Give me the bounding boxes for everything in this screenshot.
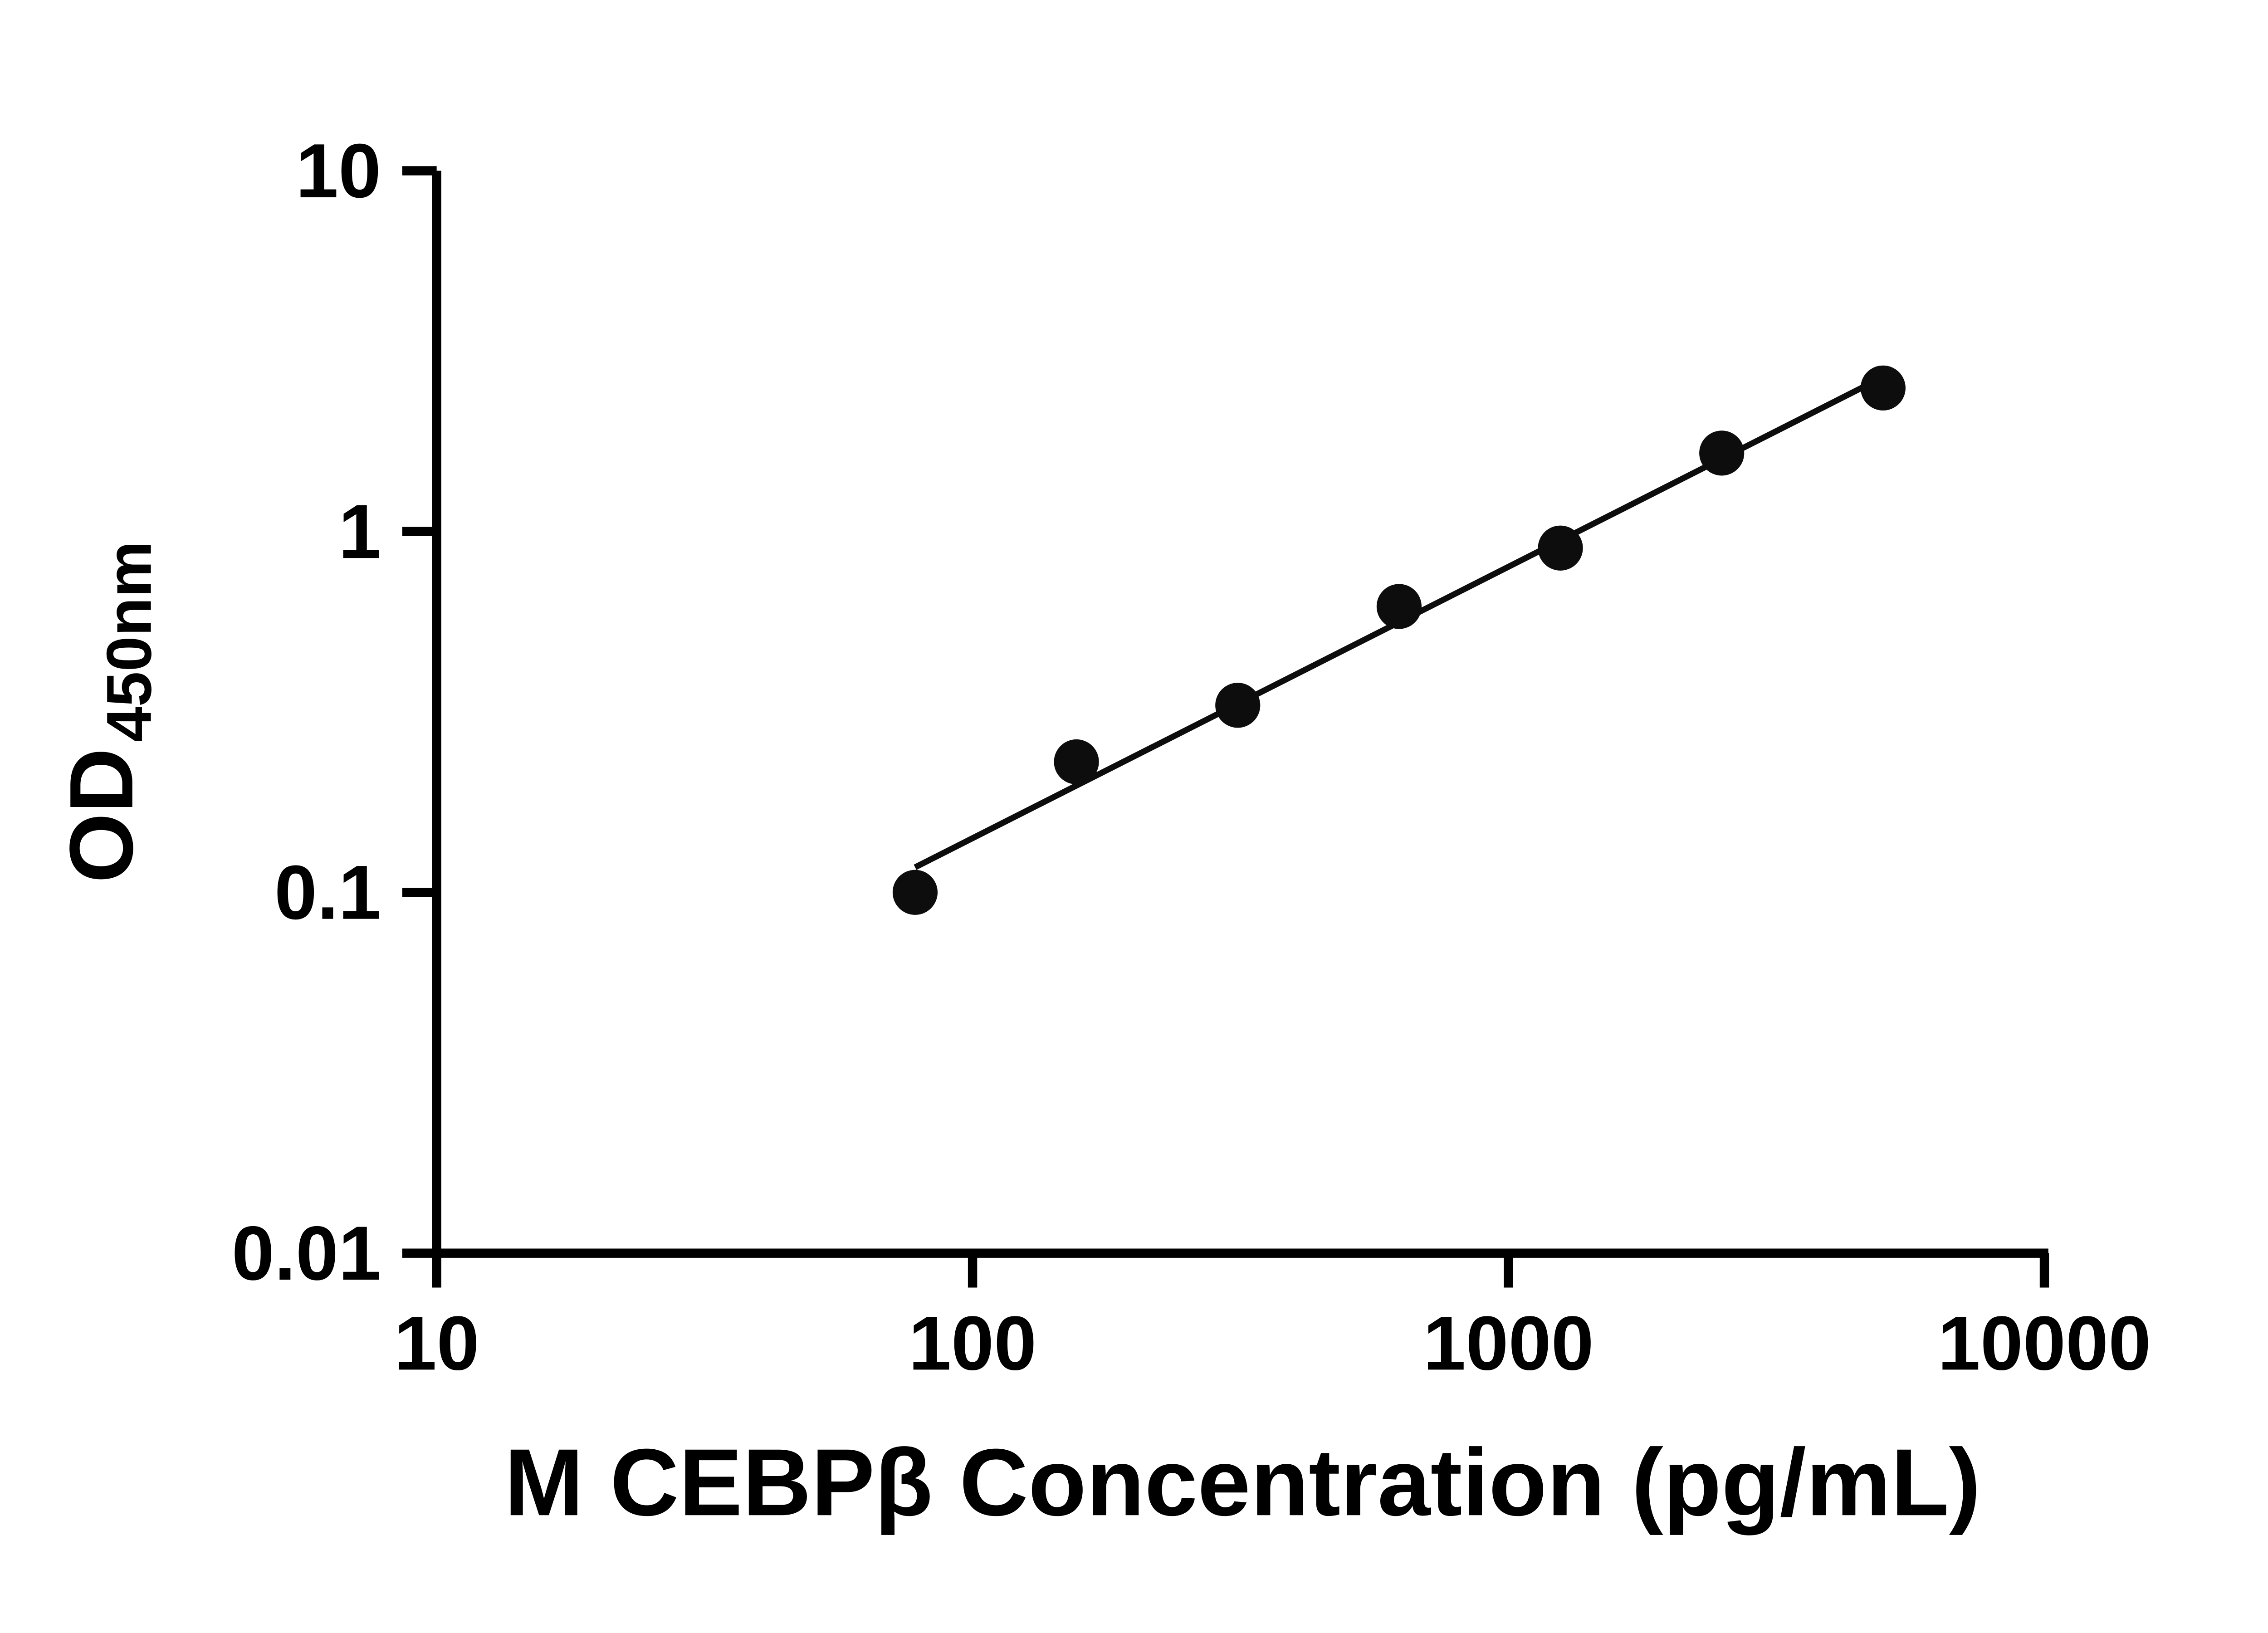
y-tick-label: 0.01 <box>232 1210 381 1296</box>
data-point <box>1699 430 1745 476</box>
x-tick-label: 1000 <box>1423 1300 1593 1386</box>
y-tick-label: 10 <box>296 128 381 214</box>
data-point <box>1215 683 1261 728</box>
chart-background <box>0 22 2268 1611</box>
data-point <box>1860 365 1906 411</box>
data-point <box>892 870 938 915</box>
y-axis-title-sub: 450nm <box>93 541 165 742</box>
data-series <box>892 365 1906 915</box>
x-tick-label: 10 <box>394 1300 479 1386</box>
axis-tick-labels: 10 100 1000 10000 0.01 0.1 1 10 <box>232 128 2151 1386</box>
x-tick-label: 100 <box>909 1300 1036 1386</box>
y-tick-label: 1 <box>338 489 381 574</box>
y-axis-title-main: OD <box>51 748 152 883</box>
data-point <box>1054 739 1099 785</box>
x-axis-title: M CEBPβ Concentration (pg/mL) <box>504 1429 1981 1535</box>
y-axis-title: OD 450nm <box>51 541 165 883</box>
data-point <box>1538 525 1583 571</box>
data-point <box>1376 584 1422 629</box>
axis-ticks <box>402 166 2049 1288</box>
y-tick-label: 0.1 <box>274 850 381 935</box>
x-tick-label: 10000 <box>1938 1300 2151 1386</box>
